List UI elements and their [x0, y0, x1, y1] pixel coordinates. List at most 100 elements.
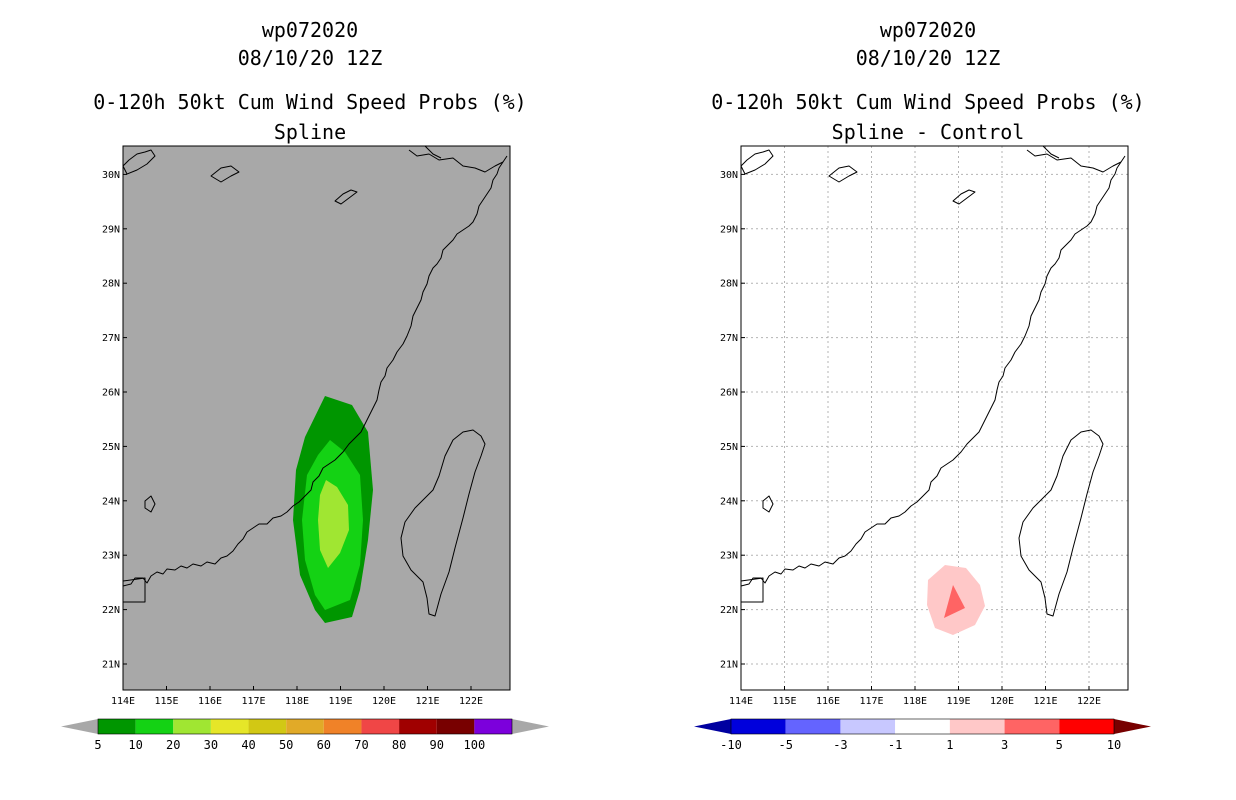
lon-label: 117E — [859, 696, 883, 707]
colorbar-label: 3 — [1001, 738, 1008, 752]
colorbar-swatch — [895, 719, 950, 734]
lon-label: 120E — [990, 696, 1014, 707]
colorbar-swatch — [210, 719, 249, 734]
colorbar-label: 10 — [1107, 738, 1121, 752]
lat-label: 22N — [720, 605, 738, 616]
lat-label: 21N — [720, 660, 738, 671]
lon-label: 120E — [372, 696, 396, 707]
coastline-segment — [408, 149, 504, 173]
lat-label: 24N — [102, 496, 120, 507]
colorbar-end-low — [694, 719, 731, 734]
colorbar-label: -1 — [888, 738, 902, 752]
colorbar-swatch — [474, 719, 512, 734]
lat-label: 24N — [720, 496, 738, 507]
colorbar-swatch — [173, 719, 211, 734]
colorbar-swatch — [949, 719, 1005, 734]
colorbar-swatch — [286, 719, 324, 734]
colorbar-label: 20 — [166, 738, 180, 752]
right-diff-3-5 — [944, 585, 965, 618]
colorbar-label: 30 — [204, 738, 218, 752]
coastline-segment — [400, 429, 486, 617]
lon-label: 117E — [241, 696, 265, 707]
lat-label: 21N — [102, 660, 120, 671]
lon-label: 115E — [154, 696, 178, 707]
left-map-frame — [122, 145, 511, 691]
colorbar-label: 50 — [279, 738, 293, 752]
colorbar-label: 100 — [464, 738, 486, 752]
colorbar-label: -10 — [720, 738, 742, 752]
colorbar-label: -5 — [778, 738, 792, 752]
coastline-segment — [1018, 429, 1104, 617]
left-map: 114E 115E 116E 117E 118E 119E 120E 121E 122E 21N 2… — [102, 145, 511, 707]
right-product-title: 0-120h 50kt Cum Wind Speed Probs (%) — [711, 90, 1144, 114]
colorbar-swatch — [399, 719, 437, 734]
colorbar-swatch — [323, 719, 362, 734]
colorbar-swatch — [135, 719, 174, 734]
lat-label: 29N — [102, 224, 120, 235]
right-date: 08/10/20 12Z — [856, 46, 1001, 70]
lon-label: 116E — [198, 696, 222, 707]
lon-label: 122E — [1077, 696, 1101, 707]
coastline-segment — [334, 189, 358, 205]
coastline-segment — [762, 495, 774, 513]
left-prob-20-30 — [318, 480, 349, 568]
colorbar-swatch — [1004, 719, 1060, 734]
lon-label: 118E — [903, 696, 927, 707]
coastline-segment — [740, 577, 764, 603]
lat-label: 28N — [102, 279, 120, 290]
coastline-segment — [740, 149, 774, 175]
lon-label: 119E — [328, 696, 352, 707]
colorbar-outline — [97, 718, 513, 735]
colorbar-swatch — [785, 719, 841, 734]
coastline-segment — [828, 165, 858, 183]
lat-label: 30N — [720, 170, 738, 181]
right-coastline — [740, 145, 1126, 617]
lon-label: 121E — [415, 696, 439, 707]
lon-label: 114E — [111, 696, 135, 707]
left-product-title: 0-120h 50kt Cum Wind Speed Probs (%) — [93, 90, 526, 114]
colorbar-label: 70 — [354, 738, 368, 752]
lat-label: 29N — [720, 224, 738, 235]
left-date: 08/10/20 12Z — [238, 46, 383, 70]
coastline-segment — [1042, 145, 1060, 159]
right-gridlines — [741, 146, 1128, 690]
left-coastline — [122, 145, 508, 617]
lat-label: 26N — [102, 388, 120, 399]
right-colorbar: -10 -5 -3 -1 1 3 5 10 — [694, 718, 1151, 752]
colorbar-swatch — [1059, 719, 1114, 734]
right-map: 114E 115E 116E 117E 118E 119E 120E 121E 122E 21N 2… — [720, 145, 1129, 707]
colorbar-swatch — [436, 719, 475, 734]
right-map-frame — [740, 145, 1129, 691]
colorbar-label: 5 — [94, 738, 101, 752]
colorbar-swatch — [98, 719, 136, 734]
left-subtitle: Spline — [274, 120, 346, 144]
coastline-segment — [952, 189, 976, 205]
lat-label: 30N — [102, 170, 120, 181]
right-subtitle: Spline - Control — [832, 120, 1025, 144]
lat-label: 25N — [102, 442, 120, 453]
coastline-segment — [1026, 149, 1122, 173]
colorbar-label: 40 — [241, 738, 255, 752]
lon-label: 122E — [459, 696, 483, 707]
colorbar-end-high — [1114, 719, 1151, 734]
colorbar-end-high — [512, 719, 549, 734]
left-panel-titles: wp072020 08/10/20 12Z 0-120h 50kt Cum Wi… — [93, 18, 526, 144]
left-storm-id: wp072020 — [262, 18, 358, 42]
colorbar-swatch — [731, 719, 786, 734]
colorbar-outline — [730, 718, 1115, 735]
lat-label: 28N — [720, 279, 738, 290]
coastline-segment — [122, 149, 156, 175]
coastline-segment — [424, 145, 442, 159]
lat-label: 23N — [102, 551, 120, 562]
colorbar-label: 90 — [430, 738, 444, 752]
lon-label: 119E — [946, 696, 970, 707]
lat-label: 26N — [720, 388, 738, 399]
left-colorbar: 5 10 20 30 40 50 60 70 80 90 100 — [61, 718, 549, 752]
coastline-segment — [122, 577, 146, 603]
coastline-segment — [210, 165, 240, 183]
colorbar-end-low — [61, 719, 98, 734]
lon-label: 115E — [772, 696, 796, 707]
left-axes: 114E 115E 116E 117E 118E 119E 120E 121E 122E 21N 2… — [102, 170, 483, 707]
coastline-segment — [144, 495, 156, 513]
colorbar-label: 60 — [317, 738, 331, 752]
